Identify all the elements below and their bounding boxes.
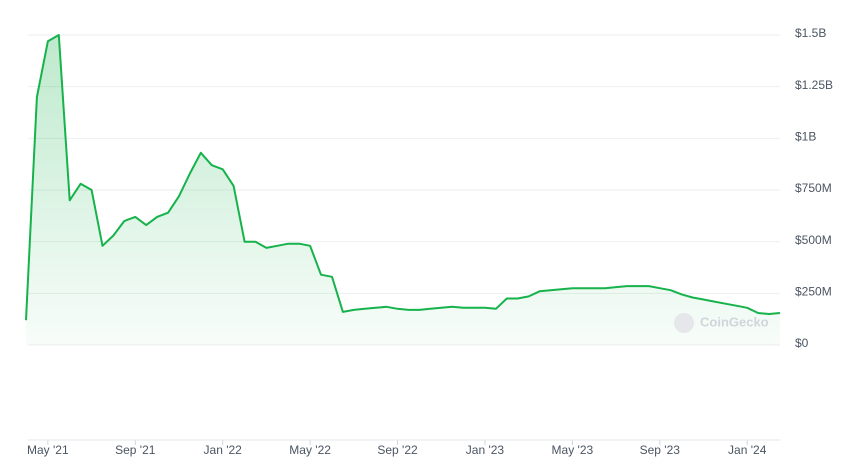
- watermark-text: CoinGecko: [700, 314, 769, 329]
- x-tick-label: Jan '24: [728, 443, 767, 457]
- y-tick-label: $1.5B: [795, 26, 826, 40]
- x-tick-label: Jan '22: [204, 443, 243, 457]
- x-tick-label: Sep '23: [640, 443, 681, 457]
- y-tick-label: $250M: [795, 285, 832, 299]
- watermark: CoinGecko: [674, 313, 769, 333]
- x-tick-label: May '22: [289, 443, 331, 457]
- x-tick-label: Sep '21: [115, 443, 156, 457]
- y-tick-label: $750M: [795, 181, 832, 195]
- y-tick-label: $0: [795, 336, 809, 350]
- y-tick-label: $500M: [795, 233, 832, 247]
- x-tick-label: Sep '22: [377, 443, 418, 457]
- area-fill: [26, 35, 780, 345]
- x-tick-label: May '21: [27, 443, 69, 457]
- x-tick-label: May '23: [552, 443, 594, 457]
- y-tick-label: $1.25B: [795, 78, 833, 92]
- line: [25, 34, 781, 321]
- y-tick-label: $1B: [795, 130, 816, 144]
- watermark-logo: [674, 313, 694, 333]
- plot: $0 $250M $500M $750M $1B $1.25B $1.5B May '21 Se…: [25, 26, 833, 457]
- x-tick-label: Jan '23: [466, 443, 505, 457]
